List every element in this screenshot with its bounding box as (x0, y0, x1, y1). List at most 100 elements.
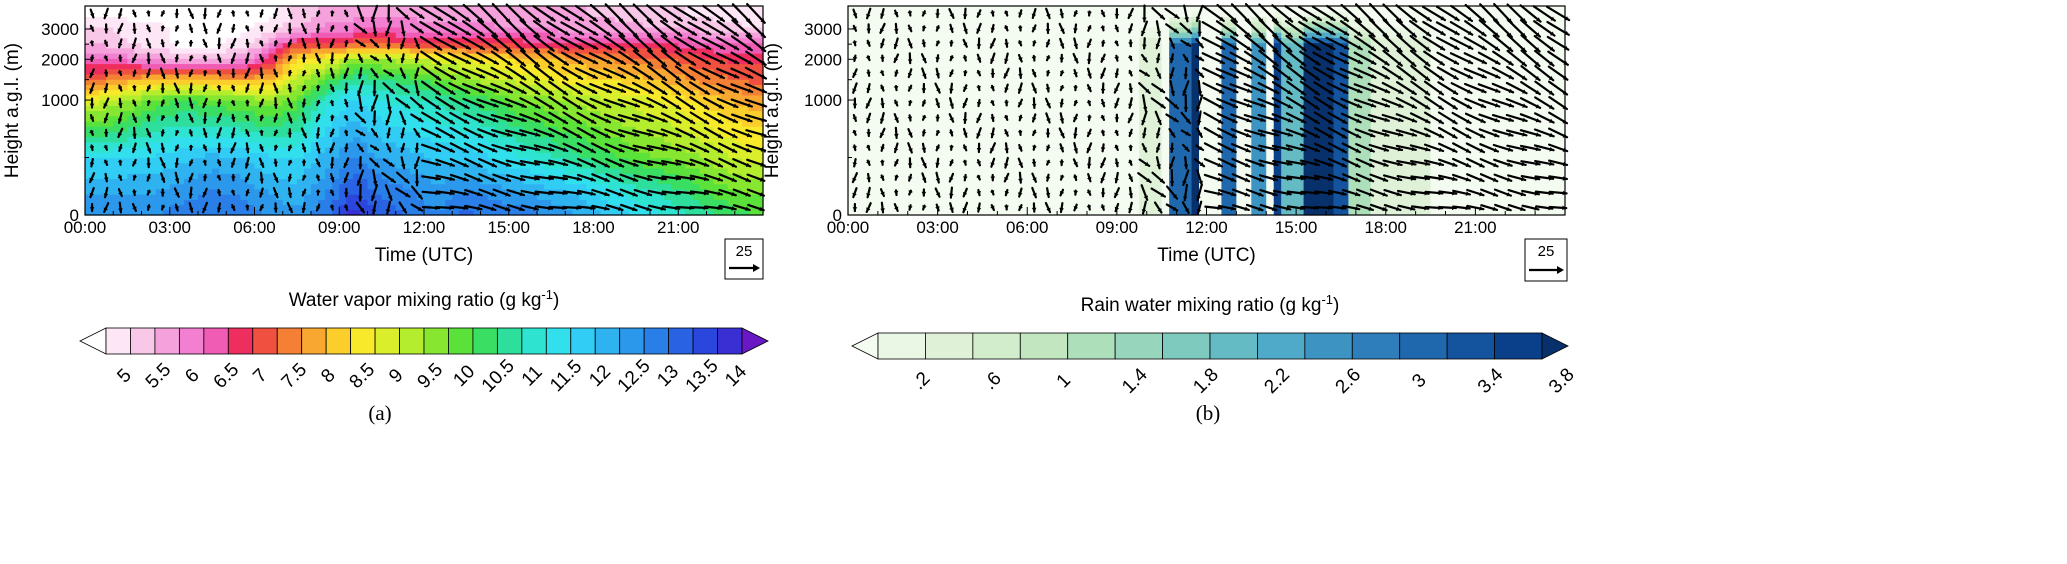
heatmap-cell (579, 199, 588, 206)
heatmap-cell (579, 89, 588, 96)
heatmap-cell (183, 58, 192, 65)
heatmap-cell (261, 162, 270, 169)
heatmap-cell (409, 120, 418, 127)
heatmap-cell (226, 105, 234, 112)
heatmap-cell (113, 16, 121, 23)
heatmap-cell (226, 100, 234, 106)
heatmap-cell (332, 126, 340, 132)
wind-vector-head (259, 162, 264, 167)
heatmap-cell (176, 6, 185, 12)
heatmap-cell (515, 21, 524, 28)
heatmap-cell (106, 16, 114, 23)
heatmap-cell (671, 120, 679, 127)
heatmap-cell (409, 26, 418, 33)
wind-vector-head (202, 132, 208, 137)
heatmap-cell (678, 136, 686, 143)
wind-vector-head (465, 45, 471, 50)
heatmap-cell (183, 94, 192, 101)
heatmap-cell (247, 115, 256, 122)
heatmap-cell (409, 21, 418, 28)
heatmap-cell (190, 53, 199, 59)
wind-vector-head (146, 11, 151, 16)
heatmap-cell (678, 84, 686, 91)
heatmap-cell (572, 209, 580, 216)
heatmap-cell (438, 199, 446, 206)
heatmap-cell (572, 32, 580, 38)
heatmap-cell (282, 126, 291, 132)
heatmap-cell (635, 209, 644, 216)
heatmap-cell (424, 21, 432, 28)
heatmap-cell (565, 100, 573, 106)
heatmap-cell (92, 188, 100, 195)
heatmap-cell (466, 199, 475, 206)
heatmap-cell (551, 21, 559, 28)
heatmap-cell (99, 11, 107, 18)
wind-vector (490, 50, 513, 66)
heatmap-cell (529, 162, 538, 169)
heatmap-cell (600, 47, 609, 54)
heatmap-cell (190, 79, 199, 85)
heatmap-cell (127, 63, 136, 70)
heatmap-cell (219, 178, 227, 185)
wind-vector-head (132, 190, 137, 195)
heatmap-cell (748, 194, 757, 200)
heatmap-cell (134, 84, 143, 91)
heatmap-cell (734, 136, 743, 143)
heatmap-cell (339, 110, 347, 117)
heatmap-cell (402, 152, 411, 159)
heatmap-cell (155, 73, 164, 80)
wind-vector-head (146, 163, 151, 168)
wind-vector-head (316, 43, 321, 49)
heatmap-cell (325, 194, 333, 200)
heatmap-cell (120, 147, 128, 153)
wind-vector-head (606, 103, 611, 108)
heatmap-cell (529, 89, 538, 96)
heatmap-cell (205, 58, 213, 65)
heatmap-cell (247, 100, 256, 106)
heatmap-cell (134, 6, 143, 12)
heatmap-cell (148, 194, 157, 200)
heatmap-cell (275, 167, 284, 174)
heatmap-cell (572, 21, 580, 28)
heatmap-cell (296, 120, 305, 127)
heatmap-cell (678, 16, 686, 23)
heatmap-cell (212, 136, 220, 143)
heatmap-cell (692, 63, 701, 70)
heatmap-cell (593, 58, 602, 65)
heatmap-cell (169, 47, 178, 54)
heatmap-cell (431, 173, 439, 180)
heatmap-cell (360, 100, 369, 106)
heatmap-cell (212, 32, 220, 38)
wind-vector-head (302, 70, 307, 76)
heatmap-cell (508, 16, 517, 23)
wind-vector-head (132, 28, 137, 33)
heatmap-cell (395, 157, 404, 164)
heatmap-cell (431, 167, 439, 174)
heatmap-cell (748, 110, 757, 117)
heatmap-cell (741, 94, 750, 101)
heatmap-cell (303, 68, 312, 75)
wind-vector-head (505, 177, 510, 182)
heatmap-cell (233, 84, 241, 91)
heatmap-cell (190, 194, 199, 200)
heatmap-cell (367, 26, 376, 33)
heatmap-cell (85, 157, 93, 164)
heatmap-cell (183, 178, 192, 185)
heatmap-cell (600, 141, 609, 148)
wind-vector-head (259, 26, 264, 31)
heatmap-cell (120, 162, 128, 169)
heatmap-cell (678, 79, 686, 85)
wind-vector-head (620, 46, 625, 51)
heatmap-cell (607, 183, 616, 190)
heatmap-cell (544, 120, 552, 127)
heatmap-cell (572, 37, 580, 44)
heatmap-cell (720, 94, 729, 101)
heatmap-cell (579, 37, 588, 44)
heatmap-cell (537, 84, 545, 91)
wind-vector-head (648, 103, 653, 108)
wind-vector-head (161, 11, 166, 16)
heatmap-cell (593, 141, 602, 148)
wind-vector-head (386, 133, 391, 138)
heatmap-cell (628, 157, 637, 164)
heatmap-cell (85, 199, 93, 206)
